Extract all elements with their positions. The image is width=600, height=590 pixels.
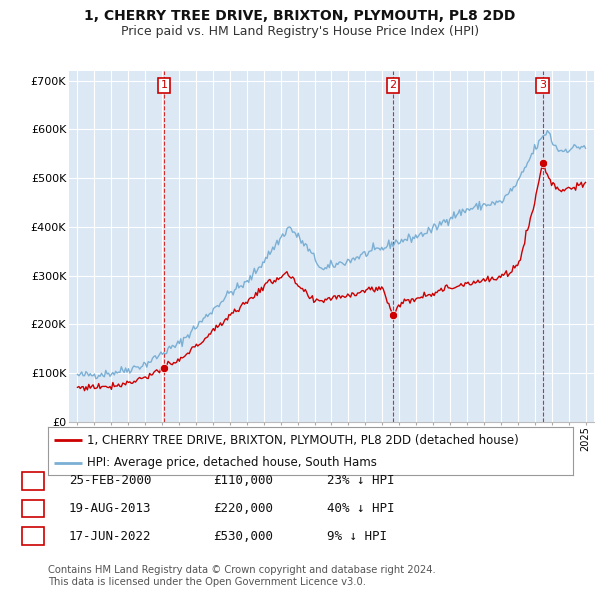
- Text: £110,000: £110,000: [213, 474, 273, 487]
- Text: 1: 1: [29, 474, 37, 487]
- Text: 1: 1: [161, 80, 167, 90]
- Text: 25-FEB-2000: 25-FEB-2000: [69, 474, 151, 487]
- Text: 1, CHERRY TREE DRIVE, BRIXTON, PLYMOUTH, PL8 2DD (detached house): 1, CHERRY TREE DRIVE, BRIXTON, PLYMOUTH,…: [88, 434, 519, 447]
- Text: HPI: Average price, detached house, South Hams: HPI: Average price, detached house, Sout…: [88, 456, 377, 470]
- Text: £220,000: £220,000: [213, 502, 273, 515]
- Text: 17-JUN-2022: 17-JUN-2022: [69, 530, 151, 543]
- Text: 1, CHERRY TREE DRIVE, BRIXTON, PLYMOUTH, PL8 2DD: 1, CHERRY TREE DRIVE, BRIXTON, PLYMOUTH,…: [85, 9, 515, 23]
- Text: 19-AUG-2013: 19-AUG-2013: [69, 502, 151, 515]
- Text: 3: 3: [539, 80, 546, 90]
- Text: £530,000: £530,000: [213, 530, 273, 543]
- Text: 2: 2: [29, 502, 37, 515]
- Text: Price paid vs. HM Land Registry's House Price Index (HPI): Price paid vs. HM Land Registry's House …: [121, 25, 479, 38]
- Text: 2: 2: [389, 80, 397, 90]
- Text: 9% ↓ HPI: 9% ↓ HPI: [327, 530, 387, 543]
- Text: 40% ↓ HPI: 40% ↓ HPI: [327, 502, 395, 515]
- Text: 3: 3: [29, 530, 37, 543]
- Text: Contains HM Land Registry data © Crown copyright and database right 2024.
This d: Contains HM Land Registry data © Crown c…: [48, 565, 436, 587]
- Text: 23% ↓ HPI: 23% ↓ HPI: [327, 474, 395, 487]
